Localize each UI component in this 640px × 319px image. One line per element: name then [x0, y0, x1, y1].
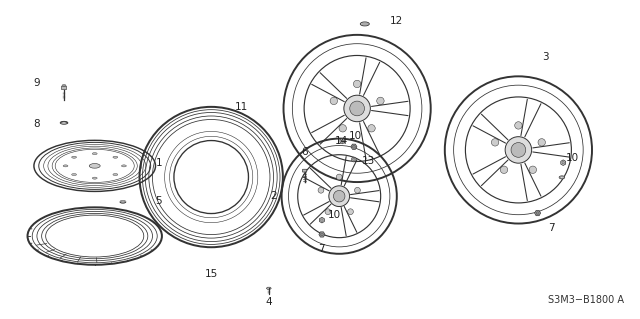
Text: 15: 15: [205, 269, 218, 279]
Ellipse shape: [500, 166, 508, 174]
Ellipse shape: [492, 139, 499, 146]
Text: 2: 2: [271, 191, 277, 201]
Ellipse shape: [529, 166, 536, 174]
Text: 14: 14: [335, 136, 348, 146]
Ellipse shape: [515, 122, 522, 129]
Text: 4: 4: [266, 297, 272, 308]
Ellipse shape: [348, 209, 353, 215]
Ellipse shape: [360, 22, 369, 26]
Polygon shape: [319, 232, 325, 237]
Text: 10: 10: [328, 210, 341, 220]
FancyBboxPatch shape: [63, 85, 65, 86]
Ellipse shape: [113, 174, 118, 175]
Ellipse shape: [72, 174, 77, 175]
Circle shape: [353, 158, 355, 161]
Ellipse shape: [561, 177, 563, 178]
Ellipse shape: [92, 152, 97, 155]
Ellipse shape: [72, 156, 77, 158]
Ellipse shape: [325, 209, 331, 215]
Text: 5: 5: [156, 196, 162, 206]
Text: 9: 9: [33, 78, 40, 88]
Polygon shape: [319, 217, 324, 223]
Ellipse shape: [113, 156, 118, 158]
Ellipse shape: [505, 137, 532, 163]
Polygon shape: [561, 160, 566, 166]
Ellipse shape: [122, 165, 126, 167]
Ellipse shape: [355, 187, 360, 193]
Ellipse shape: [60, 121, 68, 124]
FancyBboxPatch shape: [303, 169, 307, 172]
Ellipse shape: [330, 97, 337, 105]
Text: 1: 1: [156, 158, 162, 168]
Polygon shape: [340, 138, 345, 144]
Text: 10: 10: [349, 130, 362, 141]
Text: 11: 11: [236, 102, 248, 112]
Ellipse shape: [350, 101, 365, 116]
Polygon shape: [266, 287, 271, 289]
Ellipse shape: [353, 80, 361, 88]
Text: 7: 7: [548, 223, 555, 233]
Text: 13: 13: [362, 156, 375, 167]
Circle shape: [341, 140, 344, 142]
Ellipse shape: [89, 164, 100, 168]
Circle shape: [321, 219, 323, 221]
Text: 10: 10: [566, 153, 579, 163]
Circle shape: [562, 161, 564, 164]
Ellipse shape: [511, 143, 526, 157]
Circle shape: [321, 233, 323, 236]
Ellipse shape: [368, 125, 375, 132]
Ellipse shape: [377, 97, 384, 105]
Text: 8: 8: [33, 119, 40, 129]
Ellipse shape: [120, 200, 125, 202]
Ellipse shape: [333, 190, 345, 202]
Polygon shape: [534, 211, 541, 216]
Text: 12: 12: [390, 16, 403, 26]
Polygon shape: [352, 157, 356, 162]
Text: 6: 6: [301, 146, 308, 157]
Text: S3M3−B1800 A: S3M3−B1800 A: [548, 295, 624, 305]
FancyBboxPatch shape: [61, 86, 67, 90]
Circle shape: [353, 145, 355, 148]
Ellipse shape: [318, 187, 324, 193]
Ellipse shape: [329, 186, 349, 207]
Ellipse shape: [92, 177, 97, 179]
Ellipse shape: [344, 95, 371, 122]
Text: 7: 7: [319, 244, 325, 255]
Ellipse shape: [63, 165, 68, 167]
Ellipse shape: [538, 139, 545, 146]
Circle shape: [536, 211, 539, 215]
Ellipse shape: [339, 125, 346, 132]
Text: 3: 3: [542, 52, 548, 63]
Ellipse shape: [559, 176, 564, 179]
Polygon shape: [351, 144, 357, 149]
Ellipse shape: [336, 174, 342, 180]
